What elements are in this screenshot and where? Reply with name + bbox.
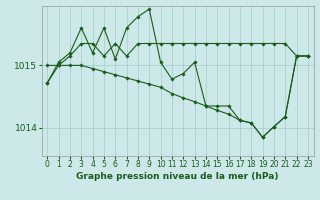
X-axis label: Graphe pression niveau de la mer (hPa): Graphe pression niveau de la mer (hPa) bbox=[76, 172, 279, 181]
